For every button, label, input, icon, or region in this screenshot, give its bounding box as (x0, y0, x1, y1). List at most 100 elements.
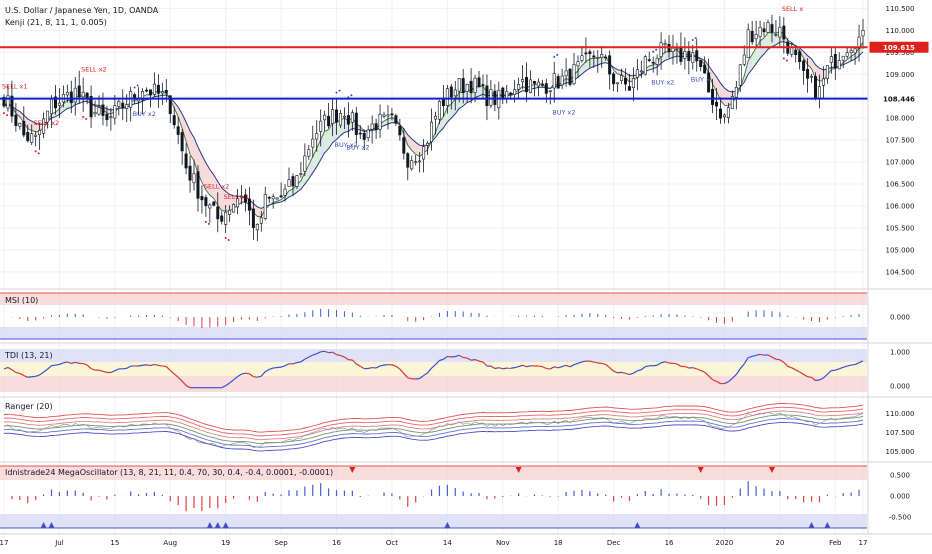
date-tick-label: Nov (496, 539, 510, 547)
candle-body (462, 78, 464, 92)
candle-body (256, 224, 258, 230)
tdi-line-segment (28, 377, 32, 378)
signal-dot (208, 223, 210, 225)
candle-body (181, 132, 183, 150)
candle-body (363, 133, 365, 139)
sell-signal: SELL x2 (204, 183, 230, 191)
candle-body (312, 139, 314, 147)
tdi-line-segment (55, 364, 59, 365)
candle-body (620, 75, 622, 80)
tdi-line-segment (582, 361, 586, 362)
tdi-line-segment (653, 365, 657, 366)
date-tick-label: 15 (110, 539, 119, 547)
price-tick-label: 109.000 (886, 71, 915, 79)
candle-body (569, 69, 571, 85)
candle-body (327, 116, 329, 126)
signal-dot (85, 118, 87, 120)
candle-body (818, 87, 820, 99)
candle-body (533, 81, 535, 83)
candle-body (723, 115, 725, 117)
candle-body (826, 65, 828, 78)
candle-body (126, 105, 128, 109)
candle-body (767, 23, 769, 33)
candle-body (221, 216, 223, 222)
candle-body (616, 83, 618, 84)
candle-body (474, 78, 476, 92)
signal-dot (35, 150, 37, 152)
candle-body (779, 27, 781, 37)
candle-body (434, 116, 436, 119)
candle-body (308, 150, 310, 157)
price-tick-label: 106.500 (886, 181, 915, 189)
candle-body (205, 197, 207, 205)
price-tick-label: 107.500 (886, 137, 915, 145)
candle-body (418, 161, 420, 162)
price-tag-label: 108.446 (883, 96, 915, 104)
candle-body (640, 71, 642, 72)
candle-body (58, 103, 60, 105)
candle-body (798, 52, 800, 62)
candle-body (644, 57, 646, 75)
candle-body (747, 30, 749, 58)
ranger-tick-label: 110.000 (886, 410, 915, 418)
candle-body (50, 99, 52, 114)
price-tag-label: 109.615 (883, 44, 915, 52)
candle-body (331, 110, 333, 124)
date-tick-label: 17 (0, 539, 8, 547)
candle-body (31, 134, 33, 143)
candle-body (854, 49, 856, 53)
candle-body (185, 154, 187, 168)
candle-body (276, 198, 278, 199)
candle-body (15, 115, 17, 126)
indicator-label: Kenji (21, 8, 11, 1, 0.005) (5, 18, 107, 28)
price-tick-label: 107.000 (886, 159, 915, 167)
candle-body (454, 90, 456, 96)
candle-body (783, 26, 785, 39)
candle-body (545, 84, 547, 94)
candle-body (688, 51, 690, 60)
mega-title: Idnistrade24 MegaOscillator (13, 8, 21, … (5, 468, 333, 477)
buy-signal: BUY x2 (346, 144, 369, 152)
tdi-line-segment (471, 360, 475, 361)
tdi-line-segment (463, 358, 467, 359)
tdi-tick-label: 1.000 (890, 349, 910, 357)
candle-body (573, 64, 575, 83)
signal-dot (786, 60, 788, 62)
date-tick-label: Oct (386, 539, 398, 547)
signal-dot (553, 56, 555, 58)
buy-signal: BUY x2 (133, 110, 156, 118)
candle-body (272, 197, 274, 199)
candle-body (822, 79, 824, 86)
candle-body (561, 76, 563, 85)
candle-body (268, 197, 270, 198)
candle-body (660, 43, 662, 57)
candle-body (775, 34, 777, 35)
candle-body (27, 132, 29, 140)
candle-body (517, 84, 519, 89)
candle-body (846, 53, 848, 57)
sell-signal: SELL x2 (34, 119, 60, 127)
candle-body (466, 84, 468, 91)
ranger-title: Ranger (20) (5, 402, 53, 411)
candle-body (577, 62, 579, 66)
candle-body (118, 101, 120, 106)
candle-body (612, 74, 614, 84)
price-tick-label: 108.000 (886, 115, 915, 123)
candle-body (470, 81, 472, 93)
candle-body (601, 54, 603, 57)
mega-tick-label: 0.000 (890, 493, 910, 501)
date-tick-label: Feb (829, 539, 842, 547)
candle-body (177, 127, 179, 135)
candle-body (703, 65, 705, 73)
tdi-line-segment (760, 354, 764, 355)
candle-body (810, 76, 812, 77)
candle-body (323, 115, 325, 120)
candle-body (565, 71, 567, 76)
tdi-title: TDI (13, 21) (5, 351, 53, 360)
signal-dot (225, 237, 227, 239)
candle-body (834, 54, 836, 68)
candle-body (656, 58, 658, 64)
candle-body (74, 88, 76, 102)
tdi-line-segment (242, 373, 246, 374)
candle-body (213, 202, 215, 205)
